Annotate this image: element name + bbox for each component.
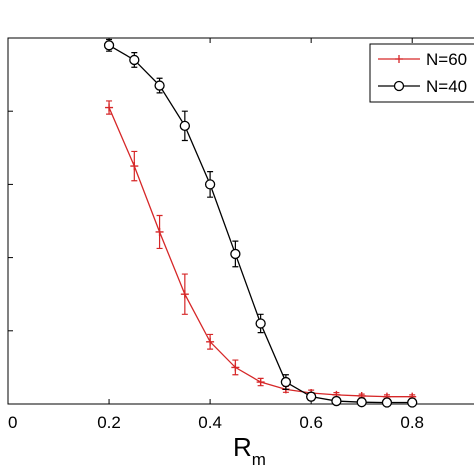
data-point [206,337,215,346]
legend: N=60 N=40 [369,43,474,103]
data-point [204,179,216,190]
data-point [381,397,393,408]
x-tick-label: 0.4 [198,413,222,432]
data-point [130,162,139,171]
data-point [103,40,115,51]
data-point [155,227,164,236]
legend-marker-n60 [395,55,403,63]
x-tick-label: 0.6 [299,413,323,432]
legend-marker-n40 [393,80,405,92]
x-axis-label-subscript: m [252,450,266,469]
x-axis-label: Rm [233,432,266,469]
legend-box [369,43,474,103]
data-point [179,120,190,131]
data-point [129,54,140,66]
data-point [306,391,317,402]
x-tick-label: 0 [8,413,17,432]
data-point [231,363,240,372]
data-point [407,397,418,408]
data-point [331,395,342,407]
x-tick-label: 0.2 [97,413,121,432]
data-point [154,80,165,91]
x-tick-label: 0.8 [400,413,424,432]
y-axis-ticks [8,110,13,332]
data-point [255,318,266,329]
series-n40 [103,38,418,408]
x-axis-ticks: 0 0.2 0.4 0.6 0.8 [7,38,424,432]
data-point [180,290,189,299]
data-point [230,248,241,260]
data-point [356,397,367,408]
data-point [280,376,292,388]
data-point [105,103,114,112]
series-layer [103,38,418,408]
data-point [256,378,265,387]
legend-label-n40: N=40 [426,77,467,96]
legend-label-n60: N=60 [426,50,467,69]
